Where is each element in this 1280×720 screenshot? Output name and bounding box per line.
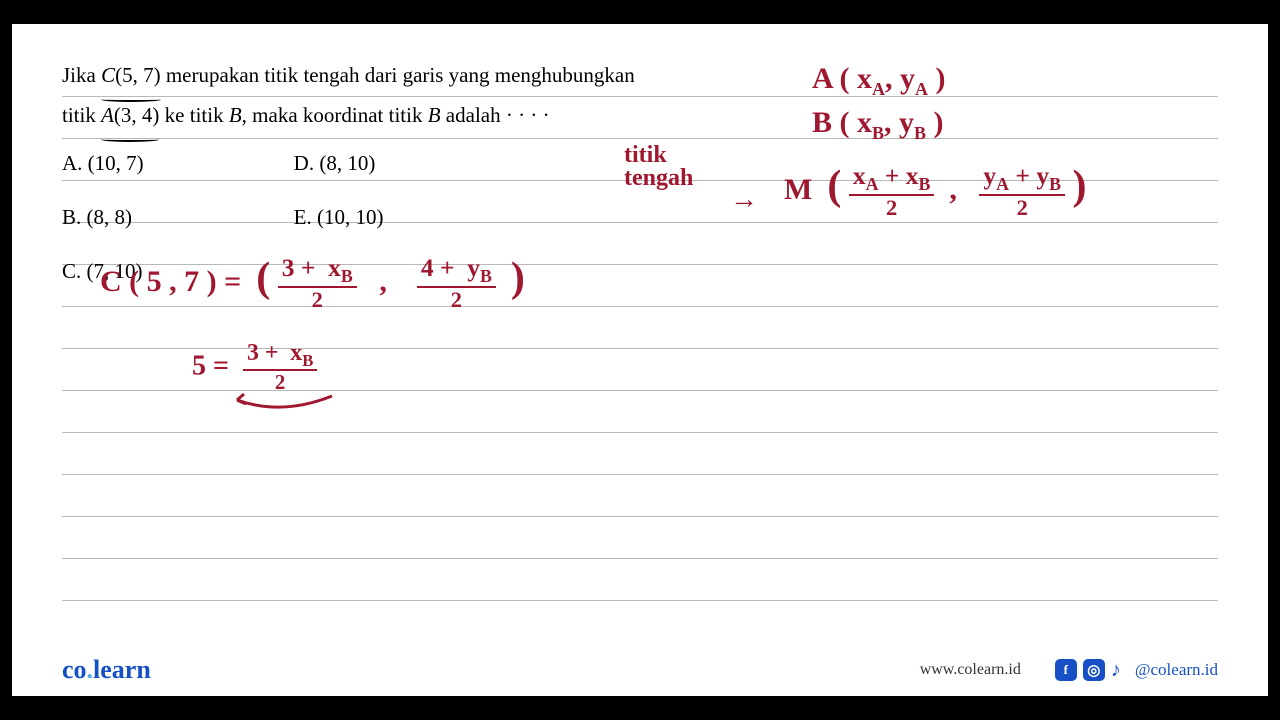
handwriting-equation-1: C ( 5 , 7 ) = ( 3 + xB 2 , 4 + yB 2 ) [100, 254, 525, 313]
text-segment: ) [1072, 163, 1086, 209]
handwriting-titik-tengah: titik tengah [624, 144, 693, 190]
document-frame: Jika C(5, 7) merupakan titik tengah dari… [10, 22, 1270, 698]
text-segment: M [784, 173, 812, 206]
text-segment: merupakan titik tengah dari garis yang m… [161, 63, 635, 87]
footer: co.learn www.colearn.id f ◎ ♪ @colearn.i… [12, 644, 1268, 696]
handwriting-midpoint-formula: M ( xA + xB 2 , yA + yB 2 ) [784, 162, 1086, 221]
text-segment: 2 [849, 196, 935, 221]
text-segment: , [949, 173, 957, 206]
text-segment: 2 [979, 196, 1065, 221]
handwriting-arrow-icon: → [730, 184, 758, 216]
handwriting-point-b: B ( xB, yB ) [812, 106, 944, 144]
text-segment: C ( 5 , 7 ) = [100, 265, 241, 298]
ruled-line [62, 516, 1218, 517]
handwriting-curve-arrow-icon [222, 388, 342, 425]
var-b: B [229, 103, 242, 127]
option-d: D. (8, 10) [294, 144, 384, 184]
fraction: yA + yB 2 [979, 163, 1065, 221]
footer-right: www.colearn.id f ◎ ♪ @colearn.id [920, 659, 1218, 682]
text-segment: tengah [624, 165, 693, 191]
option-b: B. (8, 8) [62, 198, 144, 238]
instagram-icon: ◎ [1083, 659, 1105, 681]
text-segment: 2 [417, 288, 496, 313]
handwriting-point-a: A ( xA, yA ) [812, 62, 946, 100]
ruled-line [62, 600, 1218, 601]
footer-handle: @colearn.id [1135, 660, 1218, 680]
logo-co: co [62, 655, 87, 684]
point-a: A(3, 4) [101, 96, 159, 136]
option-a: A. (10, 7) [62, 144, 144, 184]
fraction: 4 + yB 2 [417, 255, 496, 313]
text-segment: titik [62, 103, 101, 127]
social-icons: f ◎ ♪ [1055, 659, 1121, 682]
ruled-line [62, 558, 1218, 559]
text-segment: ( [827, 163, 841, 209]
colearn-logo: co.learn [62, 655, 151, 685]
text-segment: ( [256, 255, 270, 301]
problem-line-1: Jika C(5, 7) merupakan titik tengah dari… [62, 56, 1218, 96]
handwriting-equation-2: 5 = 3 + xB 2 [192, 342, 317, 395]
point-c: C(5, 7) [101, 56, 161, 96]
var-b: B [428, 103, 441, 127]
text-segment: 2 [278, 288, 357, 313]
logo-learn: learn [93, 655, 151, 684]
facebook-icon: f [1055, 659, 1077, 681]
footer-url: www.colearn.id [920, 661, 1021, 679]
tiktok-icon: ♪ [1111, 659, 1121, 682]
option-e: E. (10, 10) [294, 198, 384, 238]
fraction: 3 + xB 2 [243, 342, 317, 395]
text-segment: 5 = [192, 351, 229, 382]
text-segment: Jika [62, 63, 101, 87]
problem-line-2: titik A(3, 4) ke titik B, maka koordinat… [62, 96, 1218, 136]
text-segment: ke titik [159, 103, 228, 127]
fraction: 3 + xB 2 [278, 255, 357, 313]
text-segment: adalah · · · · [441, 103, 550, 127]
fraction: xA + xB 2 [849, 163, 935, 221]
ruled-line [62, 432, 1218, 433]
text-segment: , maka koordinat titik [242, 103, 428, 127]
text-segment: ) [511, 255, 525, 301]
ruled-line [62, 474, 1218, 475]
text-segment: , [379, 265, 387, 298]
content-area: Jika C(5, 7) merupakan titik tengah dari… [12, 24, 1268, 696]
